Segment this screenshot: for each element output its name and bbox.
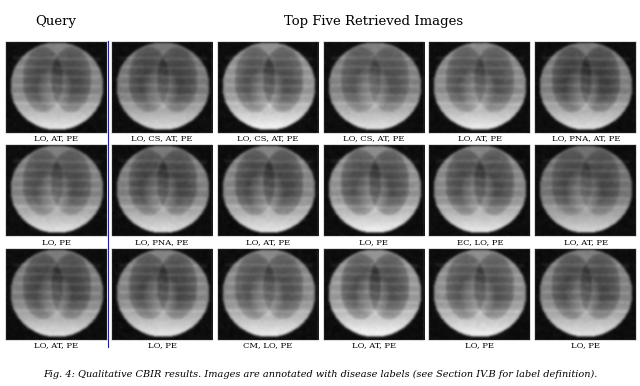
Text: LO, AT, PE: LO, AT, PE <box>34 134 78 142</box>
Text: LO, CS, AT, PE: LO, CS, AT, PE <box>343 134 404 142</box>
Text: LO, AT, PE: LO, AT, PE <box>246 238 290 246</box>
Text: EC, LO, PE: EC, LO, PE <box>456 238 503 246</box>
Text: LO, PE: LO, PE <box>572 342 600 349</box>
Text: LO, AT, PE: LO, AT, PE <box>34 342 78 349</box>
Text: LO, PE: LO, PE <box>148 342 177 349</box>
Text: LO, PE: LO, PE <box>42 238 70 246</box>
Text: LO, PE: LO, PE <box>465 342 494 349</box>
Text: Query: Query <box>36 15 77 28</box>
Text: LO, PE: LO, PE <box>360 238 388 246</box>
Text: Fig. 4: Qualitative CBIR results. Images are annotated with disease labels (see : Fig. 4: Qualitative CBIR results. Images… <box>43 370 597 379</box>
Text: LO, AT, PE: LO, AT, PE <box>458 134 502 142</box>
Text: LO, AT, PE: LO, AT, PE <box>352 342 396 349</box>
Text: LO, PNA, PE: LO, PNA, PE <box>136 238 189 246</box>
Text: LO, PNA, AT, PE: LO, PNA, AT, PE <box>552 134 620 142</box>
Text: Top Five Retrieved Images: Top Five Retrieved Images <box>284 15 463 28</box>
Text: LO, CS, AT, PE: LO, CS, AT, PE <box>131 134 193 142</box>
Text: LO, CS, AT, PE: LO, CS, AT, PE <box>237 134 299 142</box>
Text: LO, AT, PE: LO, AT, PE <box>564 238 608 246</box>
Text: CM, LO, PE: CM, LO, PE <box>243 342 292 349</box>
